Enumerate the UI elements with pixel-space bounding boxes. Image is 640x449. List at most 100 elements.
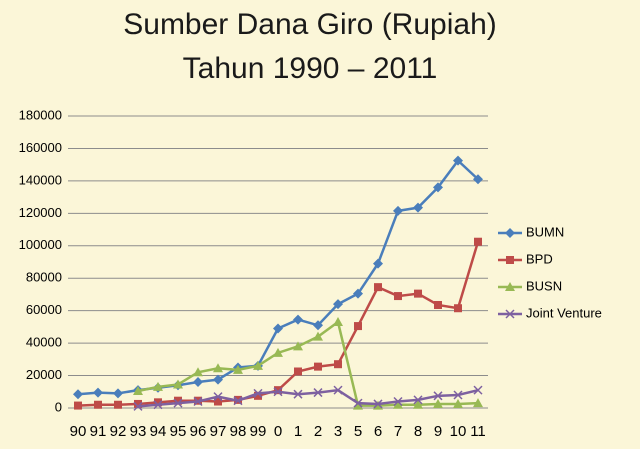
marker [314, 362, 322, 371]
marker [273, 347, 283, 357]
y-tick-label: 60000 [26, 302, 62, 317]
marker [393, 396, 403, 407]
chart-subtitle: Tahun 1990 – 2011 [183, 52, 438, 85]
marker [374, 283, 382, 292]
y-tick-label: 180000 [19, 107, 62, 122]
marker [73, 389, 83, 400]
marker [393, 205, 403, 216]
y-tick-label: 160000 [19, 140, 62, 155]
x-tick-label: 92 [110, 423, 127, 440]
x-tick-label: 10 [450, 423, 467, 440]
marker [393, 399, 403, 409]
marker [473, 398, 483, 408]
marker [506, 256, 514, 264]
marker [333, 317, 343, 327]
marker [153, 400, 163, 410]
x-tick-label: 98 [230, 423, 247, 440]
x-tick-label: 3 [334, 423, 342, 440]
marker [505, 282, 515, 291]
marker [213, 363, 223, 373]
y-tick-label: 140000 [19, 172, 62, 187]
marker [313, 388, 323, 398]
marker [193, 396, 203, 407]
marker [233, 396, 243, 406]
marker [213, 374, 223, 385]
x-tick-label: 5 [354, 423, 362, 440]
marker [353, 400, 363, 410]
marker [333, 299, 343, 310]
y-tick-label: 80000 [26, 270, 62, 285]
y-tick-label: 120000 [19, 205, 62, 220]
marker [453, 155, 463, 166]
marker [114, 400, 122, 409]
x-tick-label: 97 [210, 423, 227, 440]
marker [133, 401, 143, 411]
x-tick-label: 9 [434, 423, 442, 440]
marker [134, 399, 142, 408]
x-tick-label: 94 [150, 423, 167, 440]
marker [433, 398, 443, 408]
x-tick-label: 96 [190, 423, 207, 440]
y-tick-label: 0 [55, 399, 62, 414]
y-tick-label: 100000 [19, 237, 62, 252]
x-tick-label: 11 [470, 423, 486, 440]
x-tick-label: 6 [374, 423, 382, 440]
marker [505, 228, 515, 238]
marker [233, 364, 243, 374]
marker [94, 400, 102, 409]
marker [505, 309, 515, 319]
marker [413, 399, 423, 409]
marker [254, 391, 262, 400]
marker [294, 367, 302, 376]
marker [353, 398, 363, 408]
marker [293, 314, 303, 325]
marker [193, 377, 203, 388]
marker [193, 367, 203, 377]
marker [413, 202, 423, 213]
marker [253, 360, 263, 370]
x-tick-label: 99 [250, 423, 267, 440]
marker [373, 258, 383, 269]
marker [133, 385, 143, 395]
marker [274, 386, 282, 395]
marker [354, 322, 362, 331]
marker [334, 360, 342, 369]
marker [273, 387, 283, 397]
marker [213, 392, 223, 402]
legend-label: Joint Venture [526, 305, 602, 320]
marker [313, 320, 323, 331]
marker [434, 300, 442, 309]
y-tick-label: 40000 [26, 335, 62, 350]
marker [473, 385, 483, 395]
series-line [137, 388, 479, 408]
x-tick-label: 7 [394, 423, 402, 440]
marker [353, 288, 363, 299]
legend-label: BPD [526, 251, 553, 266]
marker [293, 341, 303, 351]
marker [373, 399, 383, 409]
marker [93, 387, 103, 398]
x-tick-label: 95 [170, 423, 187, 440]
legend-label: BUMN [526, 224, 564, 239]
marker [273, 323, 283, 334]
marker [454, 304, 462, 313]
marker [394, 292, 402, 301]
x-tick-label: 2 [314, 423, 322, 440]
marker [174, 396, 182, 405]
marker [474, 237, 482, 246]
marker [74, 401, 82, 410]
marker [153, 381, 163, 391]
marker [433, 391, 443, 401]
marker [313, 331, 323, 341]
marker [414, 289, 422, 298]
x-tick-label: 8 [414, 423, 422, 440]
marker [453, 398, 463, 408]
marker [173, 398, 183, 408]
marker [113, 388, 123, 399]
x-tick-label: 90 [70, 423, 87, 440]
x-tick-label: 91 [90, 423, 107, 440]
marker [473, 174, 483, 185]
x-tick-label: 0 [274, 423, 282, 440]
